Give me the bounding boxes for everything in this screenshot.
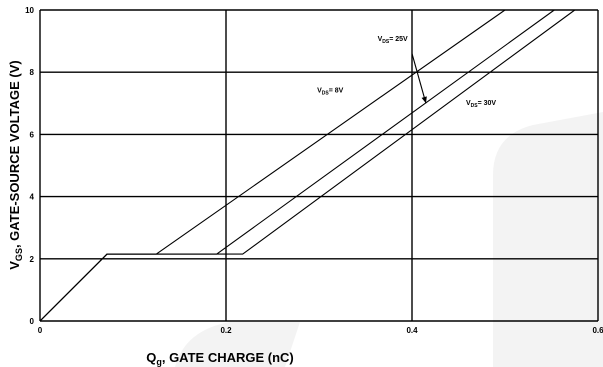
x-tick-label-1: 0.2: [220, 326, 232, 335]
x-tick-label-2: 0.4: [406, 326, 418, 335]
y-tick-label-2: 4: [30, 193, 35, 202]
series-annotation-0: VDS= 8V: [317, 87, 344, 96]
y-tick-label-0: 0: [30, 317, 35, 326]
x-tick-label-0: 0: [38, 326, 43, 335]
series-annotation-2: VDS= 30V: [466, 100, 496, 109]
watermark: [175, 112, 603, 367]
series-group: [39, 9, 576, 322]
y-tick-label-4: 8: [30, 68, 35, 77]
series-annotation-1: VDS= 25V: [378, 36, 408, 45]
x-axis-title: Qg, GATE CHARGE (nC): [146, 350, 294, 367]
y-tick-label-1: 2: [30, 255, 35, 264]
x-tick-label-3: 0.6: [592, 326, 603, 335]
annotation-arrow-line: [411, 53, 427, 104]
annotation-arrow-head: [421, 96, 427, 104]
y-axis-title: VGS, GATE-SOURCE VOLTAGE (V): [7, 60, 24, 269]
tick-labels: 0 0.2 0.4 0.6 0 2 4 6 8 10: [25, 6, 603, 335]
series-line-2: [39, 9, 576, 322]
y-tick-label-3: 6: [30, 130, 35, 139]
arrow-layer: [411, 53, 427, 104]
annotations: VDS= 8V VDS= 25V VDS= 30V: [317, 36, 496, 109]
series-line-0: [39, 9, 506, 322]
series-line-1: [39, 9, 555, 322]
y-tick-label-5: 10: [25, 6, 34, 15]
